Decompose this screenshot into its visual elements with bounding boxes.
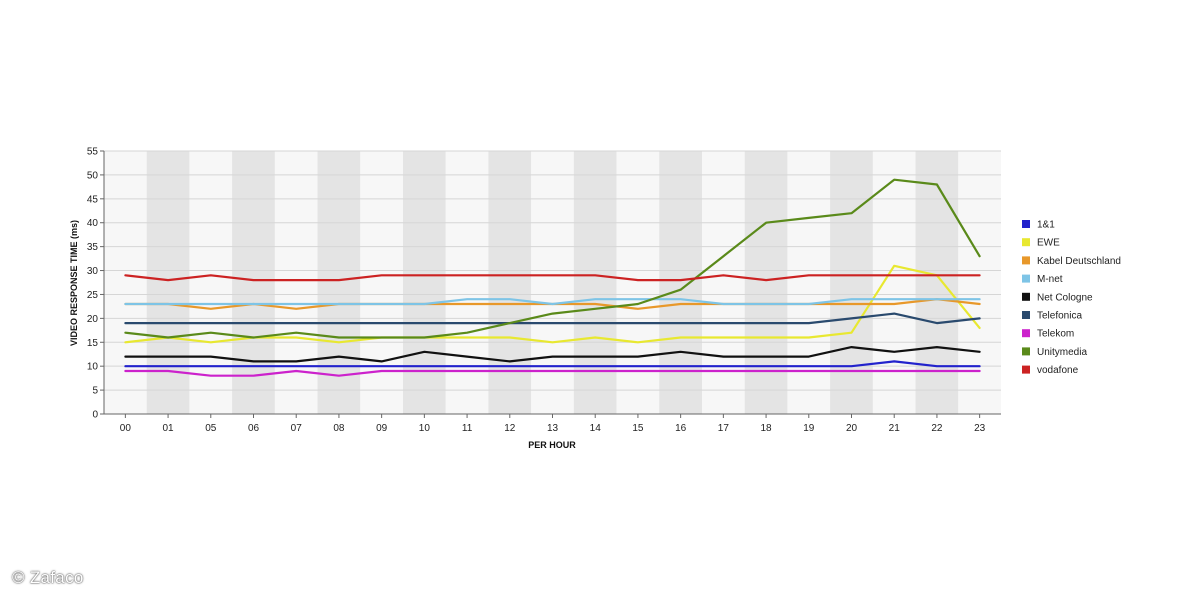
legend-swatch [1022, 365, 1030, 374]
x-tick-label: 10 [419, 423, 431, 434]
column-band [317, 151, 361, 414]
column-band [232, 151, 275, 414]
x-tick-label: 19 [803, 423, 815, 434]
series-line-m-net [124, 298, 981, 306]
column-band [915, 151, 959, 414]
x-tick-label: 13 [547, 423, 559, 434]
series-line-net-cologne [124, 346, 981, 363]
x-tick-label: 05 [205, 423, 217, 434]
series-line-telekom [124, 369, 981, 377]
y-tick-label: 0 [92, 410, 98, 421]
x-tick-label: 01 [163, 423, 175, 434]
x-tick-label: 21 [889, 423, 901, 434]
x-axis-title: PER HOUR [528, 440, 576, 450]
x-tick-label: 09 [376, 423, 388, 434]
series-lines [124, 178, 981, 377]
y-tick-label: 25 [87, 290, 99, 301]
legend-swatch [1022, 347, 1030, 356]
column-band [274, 151, 318, 414]
column-band [360, 151, 403, 414]
x-tick-label: 20 [846, 423, 858, 434]
column-band [616, 151, 660, 414]
series-line-unitymedia [124, 178, 981, 339]
column-band [104, 151, 147, 414]
column-band [787, 151, 831, 414]
series-line-telefonica [124, 312, 981, 325]
legend-swatch [1022, 238, 1030, 247]
column-band [403, 151, 446, 414]
legend-swatch [1022, 274, 1030, 283]
y-tick-label: 55 [87, 147, 99, 158]
y-tick-label: 30 [87, 266, 99, 277]
series-line-1-1 [124, 360, 981, 368]
column-band [659, 151, 702, 414]
series-line-ewe [124, 264, 981, 344]
x-tick-label: 16 [675, 423, 687, 434]
column-band [744, 151, 788, 414]
y-axis-title: VIDEO RESPONSE TIME (ms) [69, 220, 79, 346]
x-tick-label: 12 [504, 423, 516, 434]
legend-label: Unitymedia [1037, 347, 1087, 358]
x-tick-label: 17 [718, 423, 730, 434]
watermark: © Zafaco [12, 568, 84, 587]
legend-label: Net Cologne [1037, 292, 1093, 303]
column-band [531, 151, 574, 414]
plot-background [104, 151, 1001, 414]
legend-label: Telefonica [1037, 311, 1082, 322]
legend-swatch [1022, 256, 1030, 265]
x-tick-label: 15 [632, 423, 644, 434]
y-axis-ticks: 0 5 10 15 20 25 30 35 40 45 50 55 [87, 147, 104, 421]
y-tick-label: 35 [87, 242, 99, 253]
legend-label: EWE [1037, 238, 1060, 249]
y-tick-label: 45 [87, 194, 99, 205]
legend-swatch [1022, 292, 1030, 301]
legend-swatch [1022, 329, 1030, 338]
legend: 1&1 EWE Kabel Deutschland M-net Net Cologne T… [1022, 220, 1121, 376]
y-tick-label: 50 [87, 170, 99, 181]
legend-label: 1&1 [1037, 220, 1055, 231]
x-tick-label: 11 [462, 423, 473, 434]
column-band [146, 151, 190, 414]
x-tick-label: 08 [333, 423, 345, 434]
x-tick-label: 23 [974, 423, 986, 434]
column-band [958, 151, 1001, 414]
x-tick-label: 22 [931, 423, 943, 434]
y-tick-label: 20 [87, 314, 99, 325]
y-tick-label: 10 [87, 362, 99, 373]
legend-swatch [1022, 220, 1030, 228]
legend-swatch [1022, 311, 1030, 319]
x-tick-label: 07 [291, 423, 303, 434]
legend-label: Kabel Deutschland [1037, 256, 1121, 267]
column-band [445, 151, 489, 414]
y-tick-label: 5 [92, 386, 98, 397]
y-tick-label: 40 [87, 218, 99, 229]
x-tick-label: 00 [120, 423, 132, 434]
x-tick-label: 14 [590, 423, 602, 434]
series-line-vodafone [124, 274, 981, 282]
column-band [488, 151, 532, 414]
legend-label: M-net [1037, 274, 1063, 285]
legend-label: Telekom [1037, 329, 1074, 340]
column-band [189, 151, 233, 414]
x-tick-label: 18 [761, 423, 773, 434]
x-tick-label: 06 [248, 423, 260, 434]
y-tick-label: 15 [87, 338, 99, 349]
x-axis-ticks: 00 01 05 06 07 08 09 10 11 12 13 14 15 16 17 18 19 20 21 22… [120, 414, 986, 434]
column-band [573, 151, 617, 414]
legend-label: vodafone [1037, 365, 1079, 376]
column-band [830, 151, 873, 414]
column-band [702, 151, 745, 414]
